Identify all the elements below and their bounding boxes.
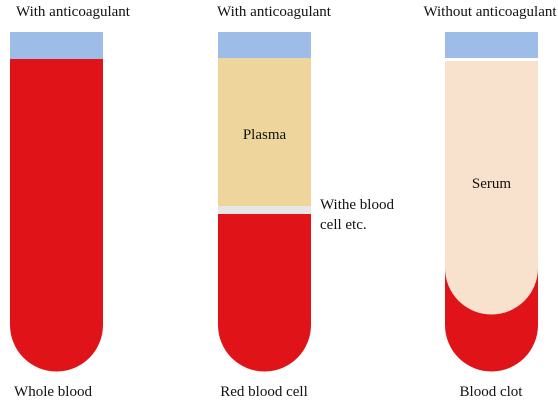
tube-1-bottom-label: Whole blood — [14, 384, 92, 400]
tube-2-top-label: With anticoagulant — [217, 4, 331, 20]
plasma-label: Plasma — [243, 127, 287, 143]
tube-cap — [10, 32, 103, 59]
plasma-layer — [218, 58, 311, 206]
buffy-coat-label-line2: cell etc. — [320, 217, 367, 233]
tube-cap — [218, 32, 311, 58]
tube-cap — [445, 32, 538, 58]
tube-2-bottom-label: Red blood cell — [220, 384, 308, 400]
buffy-coat-layer — [218, 206, 311, 214]
tube-1-top-label: With anticoagulant — [16, 4, 130, 20]
tube-3-bottom-label: Blood clot — [459, 384, 523, 400]
tube-separated-blood: Plasma — [218, 32, 311, 372]
whole-blood-layer — [10, 59, 103, 372]
cap-separator — [445, 58, 538, 61]
tube-3-top-label: Without anticoagulant — [423, 4, 557, 20]
buffy-coat-label-line1: Withe blood — [320, 197, 394, 213]
serum-label: Serum — [472, 176, 511, 192]
tube-clotted-blood: Serum — [445, 32, 538, 372]
red-blood-cell-layer — [218, 214, 311, 372]
serum-layer — [445, 61, 538, 315]
buffy-coat-label: Withe blood cell etc. — [320, 195, 394, 235]
tube-whole-blood — [10, 32, 103, 372]
